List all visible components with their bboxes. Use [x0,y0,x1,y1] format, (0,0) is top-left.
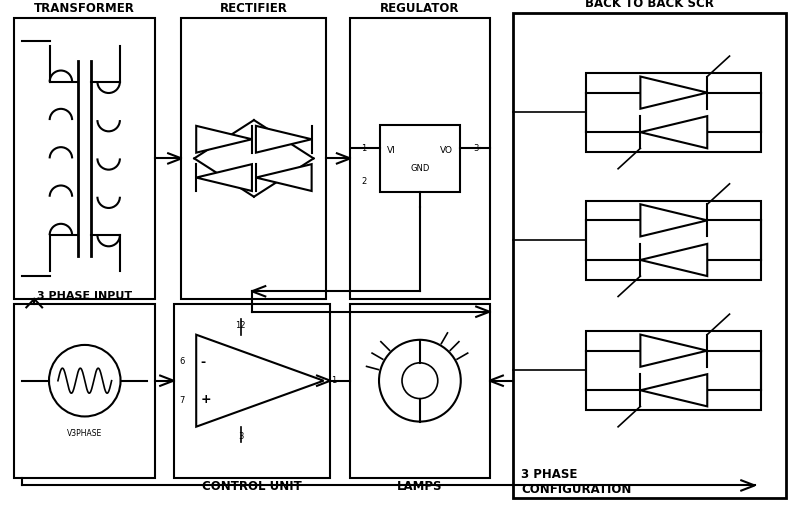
Text: -: - [201,356,205,369]
Text: 2: 2 [361,177,367,186]
Text: 3: 3 [473,144,478,153]
Bar [586,200,761,280]
Text: 12: 12 [236,320,246,330]
Ellipse shape [49,345,120,416]
Polygon shape [197,126,252,153]
Text: VI: VI [387,146,395,155]
Polygon shape [197,164,252,191]
Polygon shape [640,374,708,406]
Text: LAMPS: LAMPS [397,480,443,493]
Polygon shape [196,335,323,427]
Bar [14,18,155,299]
Bar [14,304,155,478]
Text: VO: VO [440,146,454,155]
Bar [586,331,761,410]
Bar [350,304,490,478]
Text: GND: GND [410,164,430,173]
Text: +: + [201,392,211,406]
Text: 6: 6 [179,357,185,366]
Ellipse shape [379,340,461,422]
Text: 3 PHASE
CONFIGURATION: 3 PHASE CONFIGURATION [521,468,632,496]
Text: CONTROL UNIT: CONTROL UNIT [202,480,302,493]
Polygon shape [640,204,708,237]
Text: 7: 7 [179,396,185,405]
Text: RECTIFIER: RECTIFIER [220,3,288,15]
Polygon shape [640,244,708,276]
Polygon shape [256,126,311,153]
Bar [380,125,460,192]
Polygon shape [640,77,708,109]
Polygon shape [256,164,311,191]
Ellipse shape [402,363,438,399]
Bar [350,18,490,299]
Polygon shape [640,335,708,367]
Bar [181,18,326,299]
Text: V3PHASE: V3PHASE [67,429,103,438]
Text: 3 PHASE INPUT: 3 PHASE INPUT [37,291,132,301]
Bar [174,304,330,478]
Polygon shape [640,116,708,148]
Text: 3: 3 [238,432,244,441]
Text: 1: 1 [361,144,367,153]
Text: REGULATOR: REGULATOR [380,3,459,15]
Text: TRANSFORMER: TRANSFORMER [34,3,135,15]
Bar [513,13,786,498]
Text: BACK TO BACK SCR: BACK TO BACK SCR [586,0,714,10]
Bar [586,73,761,152]
Text: 1: 1 [332,376,337,385]
